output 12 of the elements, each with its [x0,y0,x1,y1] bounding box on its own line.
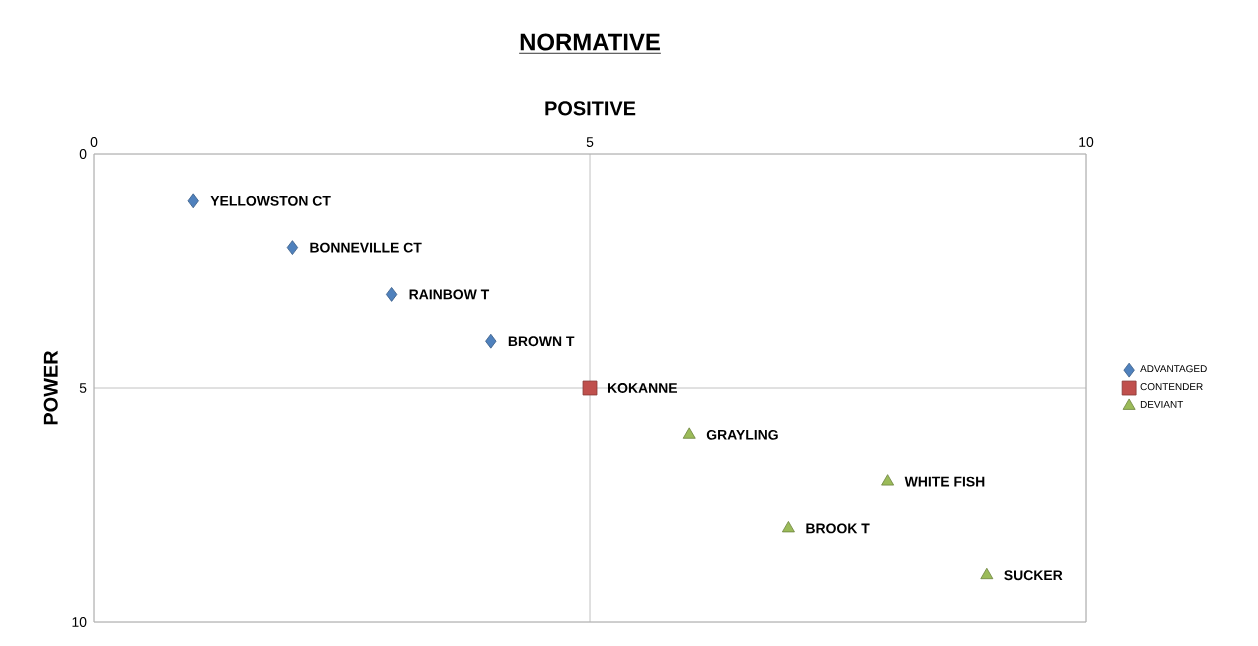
point [485,333,497,349]
x-axis-title: POSITIVE [545,101,636,116]
point [286,240,299,255]
point [582,380,598,396]
point [781,521,795,533]
point [682,427,696,439]
chart-title: NORMATIVE [520,33,660,51]
y-axis-title: POWER [43,350,58,425]
point [881,474,895,486]
point [187,193,199,209]
point [385,287,398,302]
point [980,567,994,580]
